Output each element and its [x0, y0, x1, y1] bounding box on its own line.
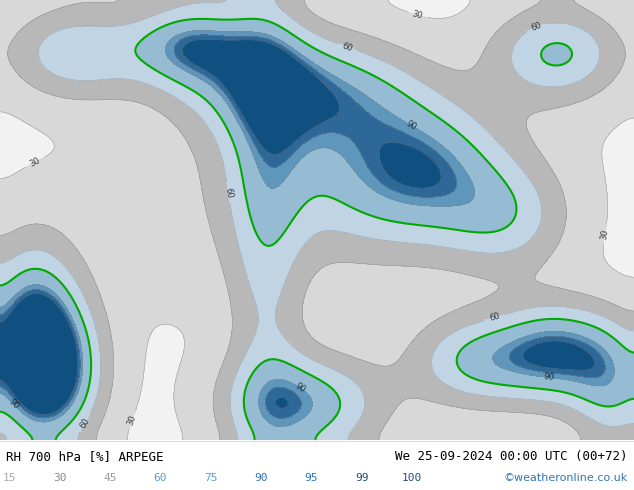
Text: We 25-09-2024 00:00 UTC (00+72): We 25-09-2024 00:00 UTC (00+72)	[395, 450, 628, 463]
Text: 90: 90	[294, 381, 307, 394]
Text: 60: 60	[223, 187, 233, 198]
Text: 60: 60	[341, 41, 354, 53]
Text: 90: 90	[7, 398, 21, 412]
Text: 30: 30	[28, 156, 42, 169]
Text: 30: 30	[53, 472, 67, 483]
Text: 90: 90	[254, 472, 268, 483]
Text: 95: 95	[305, 472, 318, 483]
Text: 60: 60	[79, 416, 92, 430]
Text: 15: 15	[3, 472, 16, 483]
Text: 75: 75	[204, 472, 217, 483]
Text: 99: 99	[355, 472, 368, 483]
Text: 60: 60	[488, 312, 501, 323]
Text: 90: 90	[543, 372, 555, 383]
Text: 60: 60	[153, 472, 167, 483]
Text: 30: 30	[411, 9, 424, 21]
Text: RH 700 hPa [%] ARPEGE: RH 700 hPa [%] ARPEGE	[6, 450, 164, 463]
Text: 45: 45	[103, 472, 117, 483]
Text: 100: 100	[402, 472, 422, 483]
Text: 90: 90	[404, 119, 418, 132]
Text: ©weatheronline.co.uk: ©weatheronline.co.uk	[503, 472, 628, 483]
Text: 30: 30	[126, 414, 138, 426]
Text: 30: 30	[600, 228, 611, 240]
Text: 60: 60	[529, 21, 543, 33]
